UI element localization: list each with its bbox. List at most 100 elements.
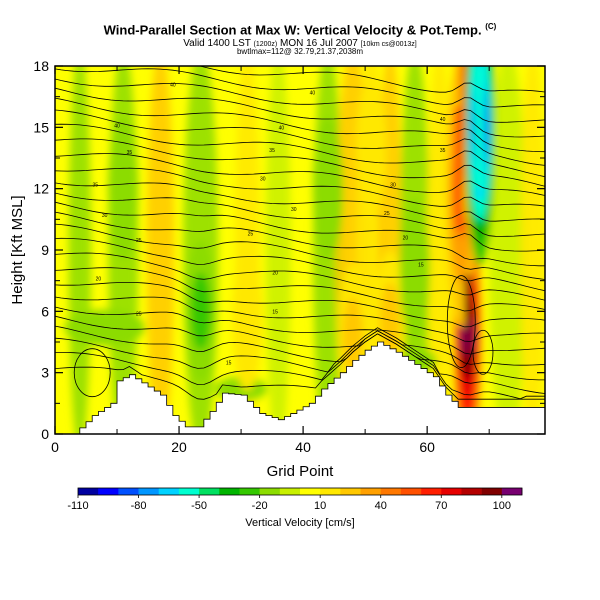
colorbar-frame [77,487,523,496]
theta-contour-line [55,281,545,328]
updraft-cell [361,109,382,187]
x-tick-label: 20 [171,439,187,455]
theta-contour-label: 35 [93,183,99,189]
theta-contour-label: 40 [114,123,120,129]
chart-subtitle-valid: Valid 1400 LST (1200z) MON 16 Jul 2007 [… [183,38,417,49]
colorbar-swatch [219,488,240,495]
updraft-cell [342,297,363,375]
colorbar-label: Vertical Velocity [cm/s] [245,517,354,529]
theta-contour-line [55,68,545,108]
colorbar-swatch [380,488,402,495]
theta-contour-label: 40 [310,91,316,97]
theta-contour-line [55,327,545,394]
colorbar-swatch [138,488,160,495]
velocity-band [265,66,291,434]
theta-contour-line [55,325,545,381]
colorbar-tick-labels: -110 -80 -50 -20 10 40 70 100 [67,495,511,512]
chart-title: Wind-Parallel Section at Max W: Vertical… [103,22,497,38]
colorbar-tick-label: -50 [191,500,207,512]
colorbar-swatch [259,488,281,495]
theta-contour-label: 30 [260,176,266,182]
colorbar-swatch [98,488,119,495]
downdraft-column [474,66,485,189]
theta-contour-line [55,192,545,237]
x-axis: 0 20 40 60 [51,66,490,455]
theta-contour-label: 30 [291,207,297,213]
colorbar-swatch [501,488,523,495]
colorbar-swatch [199,488,220,495]
theta-contour-line [55,296,545,342]
theta-contour-line [55,211,545,267]
y-tick-label: 3 [41,365,49,381]
chart-subtitle-location: bwtlmax=112@ 32.79,21.37,2038m [236,47,364,56]
theta-contour-label: 25 [136,311,142,317]
theta-contour-label: 25 [136,238,142,244]
updraft-column [455,106,464,230]
theta-contour-line [55,138,545,187]
y-tick-label: 18 [33,58,49,74]
velocity-band [146,66,175,434]
colorbar-swatch [239,488,260,495]
velocity-band [68,66,91,434]
theta-contour-label: 20 [96,277,102,283]
colorbar [77,487,523,496]
plot-area: 40 40 40 40 40 35 35 35 35 30 30 30 30 25 25 25 20 20 20 15… [55,66,545,434]
theta-contour-line [55,109,545,166]
colorbar-swatch [400,488,422,495]
y-axis-label: Height [Kft MSL] [9,195,26,304]
colorbar-tick-label: -20 [252,500,268,512]
theta-contour-label: 40 [440,117,446,123]
theta-contour-closed [472,329,494,375]
theta-contour-label: 20 [403,236,409,242]
theta-contour-label: 30 [102,213,108,219]
theta-contour-label: 35 [127,150,133,156]
updraft-cell [237,280,258,359]
theta-contour-label: 35 [440,148,446,154]
theta-contour-label: 15 [226,360,232,366]
theta-contour-line [55,201,545,252]
theta-contour-line [55,167,545,207]
colorbar-swatch [441,488,462,495]
colorbar-swatch [178,488,200,495]
velocity-band [520,66,545,434]
terrain [55,341,545,434]
theta-contour-closed [73,348,111,398]
colorbar-tick-label: 70 [435,500,447,512]
x-tick-label: 40 [295,439,311,455]
y-tick-label: 15 [33,119,49,135]
x-axis-label: Grid Point [267,463,335,480]
theta-contour-line [55,87,545,138]
y-tick-label: 6 [41,303,49,319]
colorbar-swatch [481,488,503,495]
updraft-core [464,274,472,377]
downdraft-cell [317,149,338,228]
colorbar-swatch [320,488,341,495]
theta-contour-line [55,252,545,301]
colorbar-swatch [279,488,301,495]
theta-contour-label: 30 [390,183,396,189]
theta-contour-line [55,267,545,312]
colorbar-swatch [158,488,180,495]
theta-contour-line [55,153,545,196]
colorbar-tick-label: 100 [493,500,511,512]
x-tick-label: 0 [51,439,59,455]
theta-contour-label: 15 [272,309,278,315]
velocity-band [489,66,527,434]
colorbar-swatch [461,488,482,495]
downdraft-cell [113,149,134,228]
velocity-band [427,66,452,434]
theta-contour-label: 40 [279,125,285,131]
colorbar-swatch [78,488,99,495]
theta-contour-line [55,123,545,178]
theta-contour-line [55,97,545,153]
theta-contour-label: 35 [269,148,275,154]
y-tick-label: 12 [33,181,49,197]
colorbar-swatch [340,488,361,495]
colorbar-tick-label: 10 [314,500,326,512]
theta-contours [55,66,545,400]
theta-contour-line [55,223,545,280]
theta-contour-line [55,330,545,400]
colorbar-tick-label: -110 [67,500,88,512]
colorbar-tick-label: -80 [131,500,147,512]
